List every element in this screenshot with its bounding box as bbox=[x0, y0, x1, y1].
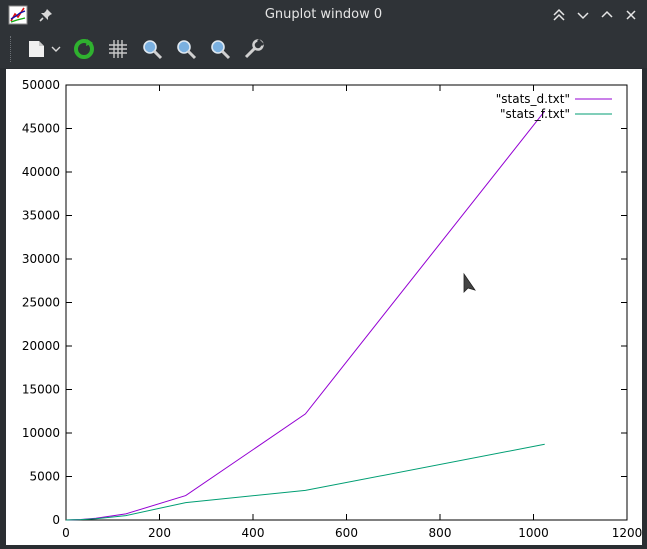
dropdown-arrow-icon bbox=[51, 46, 61, 52]
maximize-button[interactable] bbox=[597, 5, 617, 25]
replot-button[interactable] bbox=[71, 36, 97, 62]
y-tick-label: 50000 bbox=[22, 78, 60, 92]
minimize-button[interactable] bbox=[573, 5, 593, 25]
zoom-previous-button[interactable] bbox=[139, 36, 165, 62]
grid-icon bbox=[109, 40, 127, 58]
mouse-cursor-icon bbox=[463, 272, 476, 293]
minimize-icon bbox=[577, 12, 589, 20]
plot-panel: 0 5000 10000 15000 20000 25000 30000 35000 40000… bbox=[6, 69, 642, 545]
x-tick-label: 1200 bbox=[612, 526, 642, 540]
export-button[interactable] bbox=[23, 36, 49, 62]
keep-above-icon bbox=[553, 8, 565, 21]
y-tick-label: 25000 bbox=[22, 296, 60, 310]
zoom-previous-icon bbox=[143, 40, 163, 60]
unzoom-icon bbox=[211, 40, 231, 60]
gnuplot-app-icon[interactable] bbox=[8, 5, 28, 25]
series-line-0 bbox=[65, 110, 546, 521]
y-tick-label: 5000 bbox=[29, 470, 60, 484]
zoom-next-icon bbox=[177, 40, 197, 60]
y-tick-label: 20000 bbox=[22, 339, 60, 353]
y-tick-label: 40000 bbox=[22, 165, 60, 179]
plot-frame bbox=[65, 84, 628, 521]
export-icon bbox=[29, 41, 44, 57]
legend-label: "stats_f.txt" bbox=[500, 107, 570, 121]
maximize-icon bbox=[601, 10, 613, 18]
close-button[interactable] bbox=[621, 5, 641, 25]
x-tick-label: 1000 bbox=[518, 526, 549, 540]
y-tick-label: 0 bbox=[52, 513, 60, 527]
y-tick-label: 15000 bbox=[22, 383, 60, 397]
zoom-next-button[interactable] bbox=[173, 36, 199, 62]
toolbar-grip[interactable] bbox=[10, 36, 13, 62]
unzoom-button[interactable] bbox=[207, 36, 233, 62]
x-tick-label: 800 bbox=[429, 526, 452, 540]
y-tick-label: 30000 bbox=[22, 252, 60, 266]
close-icon bbox=[626, 10, 636, 20]
export-dropdown[interactable] bbox=[49, 36, 63, 62]
replot-icon bbox=[74, 39, 94, 59]
y-tick-label: 10000 bbox=[22, 426, 60, 440]
title-bar: Gnuplot window 0 bbox=[0, 0, 647, 30]
grid-button[interactable] bbox=[105, 36, 131, 62]
y-tick-label: 35000 bbox=[22, 209, 60, 223]
x-tick-label: 400 bbox=[242, 526, 265, 540]
x-tick-label: 600 bbox=[335, 526, 358, 540]
toolbar bbox=[0, 30, 647, 68]
series-line-1 bbox=[65, 443, 545, 521]
pin-icon[interactable] bbox=[38, 7, 54, 23]
y-tick-label: 45000 bbox=[22, 122, 60, 136]
x-tick-label: 200 bbox=[148, 526, 171, 540]
settings-wrench-icon bbox=[244, 38, 265, 59]
keep-above-button[interactable] bbox=[549, 5, 569, 25]
settings-button[interactable] bbox=[241, 36, 267, 62]
x-tick-label: 0 bbox=[62, 526, 70, 540]
line-chart[interactable]: 0500010000150002000025000300003500040000… bbox=[6, 69, 642, 545]
legend-label: "stats_d.txt" bbox=[496, 92, 570, 106]
